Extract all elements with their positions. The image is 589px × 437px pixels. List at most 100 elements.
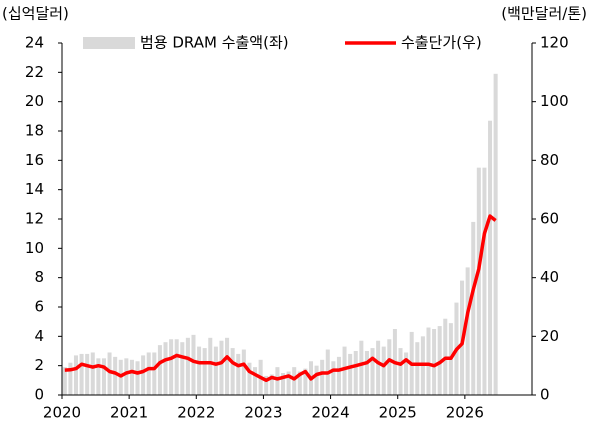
bar bbox=[85, 353, 90, 395]
line bbox=[64, 214, 497, 383]
bar bbox=[247, 362, 252, 395]
y-tick-label: 0 bbox=[34, 386, 44, 404]
bar bbox=[101, 358, 106, 395]
y-tick-label: 20 bbox=[25, 92, 44, 110]
bar bbox=[241, 349, 246, 395]
bar bbox=[152, 352, 157, 395]
bar bbox=[213, 346, 218, 395]
bar bbox=[269, 374, 274, 395]
y-tick-label: 24 bbox=[25, 34, 44, 52]
bar bbox=[157, 345, 162, 395]
y-tick-label: 14 bbox=[25, 180, 44, 198]
bar bbox=[381, 346, 386, 395]
x-tick-label: 2021 bbox=[110, 404, 148, 422]
bar bbox=[471, 221, 476, 395]
bar bbox=[275, 367, 280, 395]
y-tick-label: 18 bbox=[25, 122, 44, 140]
legend-label: 범용 DRAM 수출액(좌) bbox=[140, 34, 289, 52]
x-tick-label: 2024 bbox=[311, 404, 349, 422]
bar bbox=[364, 351, 369, 395]
bar bbox=[370, 348, 375, 395]
bar bbox=[264, 375, 269, 395]
bar bbox=[163, 342, 168, 395]
y2-tick-label: 20 bbox=[540, 327, 559, 345]
legend-swatch bbox=[83, 37, 135, 49]
bar bbox=[286, 371, 291, 395]
y2-axis-label: (백만달러/톤) bbox=[501, 5, 587, 23]
bar bbox=[348, 353, 353, 395]
bar bbox=[146, 352, 151, 395]
x-tick-label: 2025 bbox=[379, 404, 417, 422]
bar bbox=[79, 353, 84, 395]
bar bbox=[280, 373, 286, 395]
bar bbox=[191, 334, 196, 395]
bar bbox=[180, 342, 185, 395]
y-tick-label: 12 bbox=[25, 210, 44, 228]
bar bbox=[493, 73, 498, 396]
bar bbox=[174, 339, 179, 395]
y-tick-label: 2 bbox=[34, 356, 44, 374]
legend-label: 수출단가(우) bbox=[401, 34, 482, 52]
bar bbox=[297, 371, 302, 395]
bar bbox=[185, 337, 190, 395]
bar bbox=[113, 356, 118, 395]
bar bbox=[387, 339, 392, 395]
y-axis-label: (십억달러) bbox=[2, 5, 69, 23]
y2-tick-label: 100 bbox=[540, 92, 569, 110]
bar bbox=[314, 365, 319, 395]
bar bbox=[303, 368, 308, 395]
bar bbox=[68, 362, 73, 395]
y2-tick-label: 0 bbox=[540, 386, 550, 404]
bar bbox=[482, 167, 487, 395]
bar bbox=[465, 267, 470, 395]
bar bbox=[208, 337, 213, 395]
bar bbox=[230, 348, 235, 395]
bar bbox=[107, 352, 112, 395]
bar bbox=[124, 358, 129, 395]
x-tick-label: 2022 bbox=[177, 404, 215, 422]
bar bbox=[96, 358, 101, 395]
bar bbox=[488, 120, 493, 395]
bar bbox=[342, 346, 347, 395]
bar bbox=[398, 348, 403, 395]
y2-tick-label: 60 bbox=[540, 210, 559, 228]
bar bbox=[426, 327, 431, 395]
y2-tick-label: 80 bbox=[540, 151, 559, 169]
bar bbox=[219, 340, 224, 395]
bar bbox=[225, 337, 230, 395]
bar bbox=[141, 355, 146, 395]
bar bbox=[73, 355, 79, 395]
bar bbox=[129, 359, 134, 395]
bar bbox=[202, 348, 207, 395]
bar bbox=[404, 352, 409, 395]
y-tick-label: 16 bbox=[25, 151, 44, 169]
bar bbox=[331, 361, 336, 395]
bar bbox=[432, 329, 437, 395]
bar bbox=[376, 340, 381, 395]
bar bbox=[62, 367, 67, 395]
bar bbox=[169, 339, 174, 395]
bar bbox=[415, 342, 420, 395]
bar bbox=[135, 361, 140, 395]
y-tick-label: 6 bbox=[34, 298, 44, 316]
bar bbox=[90, 352, 95, 395]
bar bbox=[253, 367, 258, 395]
bar bbox=[292, 367, 297, 395]
y2-tick-label: 120 bbox=[540, 34, 569, 52]
bar bbox=[320, 359, 325, 395]
x-tick-label: 2023 bbox=[244, 404, 282, 422]
bar bbox=[236, 353, 241, 395]
x-tick-label: 2020 bbox=[43, 404, 81, 422]
x-tick-label: 2026 bbox=[446, 404, 484, 422]
y-tick-label: 8 bbox=[34, 268, 44, 286]
bar bbox=[353, 351, 358, 395]
bar bbox=[336, 356, 341, 395]
y-tick-label: 4 bbox=[34, 327, 44, 345]
bar bbox=[359, 340, 364, 395]
bar bbox=[476, 167, 481, 395]
y-tick-label: 22 bbox=[25, 63, 44, 81]
bar bbox=[197, 346, 202, 395]
y2-tick-label: 40 bbox=[540, 268, 559, 286]
y-tick-label: 10 bbox=[25, 239, 44, 257]
